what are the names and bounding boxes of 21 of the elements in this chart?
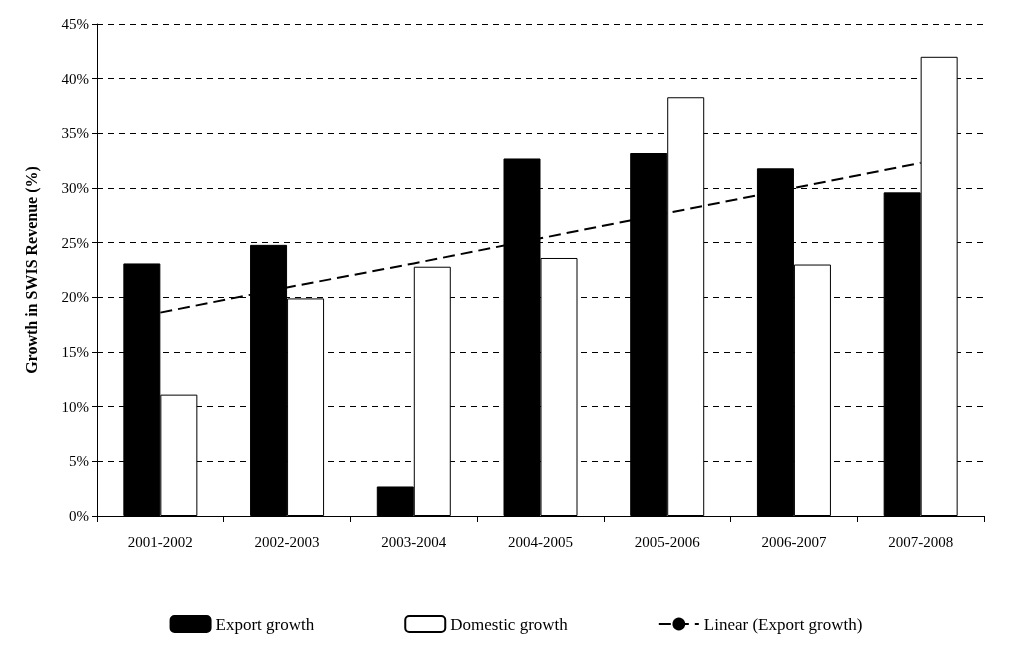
y-tick-label: 0% bbox=[69, 508, 89, 524]
legend-label: Export growth bbox=[215, 614, 315, 634]
x-tick-label: 2004-2005 bbox=[508, 533, 573, 550]
y-tick-label: 30% bbox=[61, 180, 89, 196]
y-tick-label: 15% bbox=[61, 344, 89, 360]
x-tick-label: 2003-2004 bbox=[381, 533, 447, 550]
y-tick-label: 25% bbox=[61, 234, 89, 251]
x-tick-label: 2001-2002 bbox=[127, 533, 193, 550]
y-tick-label: 45% bbox=[61, 16, 89, 32]
y-tick-label: 35% bbox=[61, 125, 89, 142]
x-tick-label: 2006-2007 bbox=[761, 533, 827, 550]
y-tick-label: 40% bbox=[61, 70, 89, 87]
y-tick-label: 5% bbox=[69, 453, 89, 470]
y-tick-label: 10% bbox=[61, 398, 89, 415]
y-tick-label: 20% bbox=[61, 289, 89, 306]
x-tick-label: 2007-2008 bbox=[888, 533, 954, 550]
legend-label: Linear (Export growth) bbox=[703, 614, 863, 634]
x-tick-label: 2005-2006 bbox=[634, 533, 701, 550]
x-tick-label: 2002-2003 bbox=[254, 533, 320, 550]
y-axis-title: Growth in SWIS Revenue (%) bbox=[22, 166, 41, 374]
legend-label: Domestic growth bbox=[450, 614, 569, 634]
